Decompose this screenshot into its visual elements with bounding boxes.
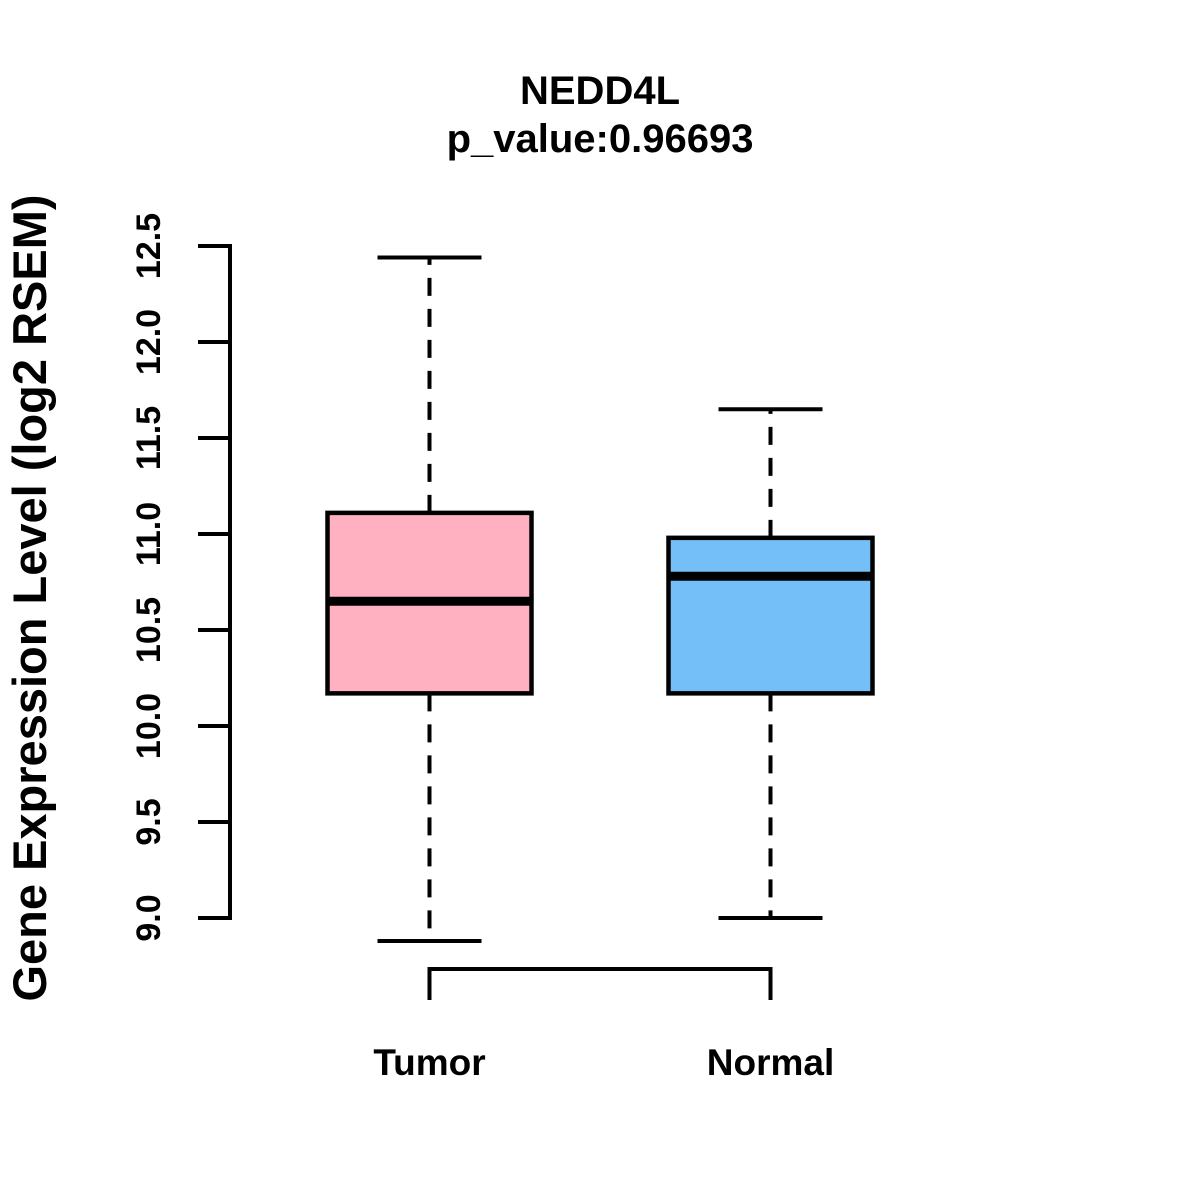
normal-iqr-box	[666, 535, 875, 696]
y-axis-tick-label: 11.5	[130, 406, 168, 470]
x-axis-bracket-line	[427, 967, 773, 1000]
x-axis-bracket	[427, 967, 773, 1000]
tumor-x-axis-label: Tumor	[373, 1042, 485, 1083]
boxes-layer: Tumor Normal	[325, 255, 875, 1083]
chart-title: NEDD4L	[520, 69, 680, 113]
chart-subtitle: p_value:0.96693	[447, 117, 754, 161]
y-axis-tick-label: 12.5	[130, 213, 168, 279]
y-axis-tick-label: 10.0	[130, 693, 168, 759]
y-axis-tick-label: 11.0	[130, 502, 168, 566]
normal-x-axis-label: Normal	[707, 1042, 834, 1083]
normal-boxplot-group: Normal	[666, 407, 875, 1083]
y-axis: 9.0 9.5 10.0 10.5 11.0 11.5 12.0 12.5	[130, 213, 232, 942]
y-axis-tick-label: 12.0	[130, 309, 168, 375]
y-axis-label: Gene Expression Level (log2 RSEM)	[3, 194, 56, 1001]
y-axis-tick-label: 9.5	[130, 798, 168, 845]
y-axis-tick-label: 10.5	[130, 597, 168, 663]
y-axis-tick-label: 9.0	[130, 894, 168, 941]
tumor-boxplot-group: Tumor	[325, 255, 534, 1083]
